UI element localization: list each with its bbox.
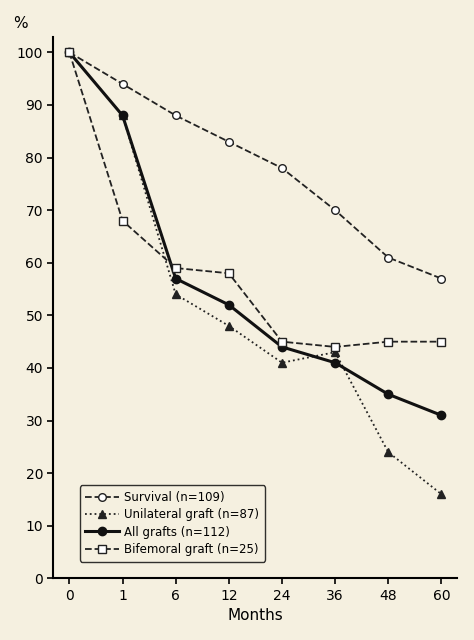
Bifemoral graft (n=25) (385, 338, 391, 346)
All grafts (n=112) (385, 390, 391, 398)
All grafts (n=112) (66, 49, 72, 56)
All grafts (n=112) (438, 412, 444, 419)
Survival (n=109) (279, 164, 285, 172)
Unilateral graft (n=87) (66, 49, 72, 56)
Unilateral graft (n=87) (279, 359, 285, 367)
Bifemoral graft (n=25) (279, 338, 285, 346)
Unilateral graft (n=87) (385, 448, 391, 456)
All grafts (n=112) (332, 359, 338, 367)
All grafts (n=112) (173, 275, 179, 282)
Bifemoral graft (n=25) (120, 217, 126, 225)
Bifemoral graft (n=25) (332, 343, 338, 351)
Survival (n=109) (120, 80, 126, 88)
Unilateral graft (n=87) (120, 111, 126, 119)
Text: %: % (13, 16, 27, 31)
Line: All grafts (n=112): All grafts (n=112) (65, 48, 446, 419)
All grafts (n=112) (279, 343, 285, 351)
Line: Bifemoral graft (n=25): Bifemoral graft (n=25) (65, 49, 445, 351)
Survival (n=109) (173, 111, 179, 119)
Bifemoral graft (n=25) (226, 269, 232, 277)
Line: Survival (n=109): Survival (n=109) (65, 49, 445, 282)
Survival (n=109) (66, 49, 72, 56)
All grafts (n=112) (226, 301, 232, 308)
X-axis label: Months: Months (228, 609, 283, 623)
Survival (n=109) (438, 275, 444, 282)
Unilateral graft (n=87) (332, 348, 338, 356)
Survival (n=109) (332, 206, 338, 214)
All grafts (n=112) (120, 111, 126, 119)
Unilateral graft (n=87) (438, 490, 444, 498)
Unilateral graft (n=87) (173, 291, 179, 298)
Line: Unilateral graft (n=87): Unilateral graft (n=87) (65, 49, 445, 498)
Survival (n=109) (385, 253, 391, 261)
Bifemoral graft (n=25) (438, 338, 444, 346)
Unilateral graft (n=87) (226, 322, 232, 330)
Bifemoral graft (n=25) (173, 264, 179, 272)
Bifemoral graft (n=25) (66, 49, 72, 56)
Survival (n=109) (226, 138, 232, 146)
Legend: Survival (n=109), Unilateral graft (n=87), All grafts (n=112), Bifemoral graft (: Survival (n=109), Unilateral graft (n=87… (80, 485, 265, 562)
